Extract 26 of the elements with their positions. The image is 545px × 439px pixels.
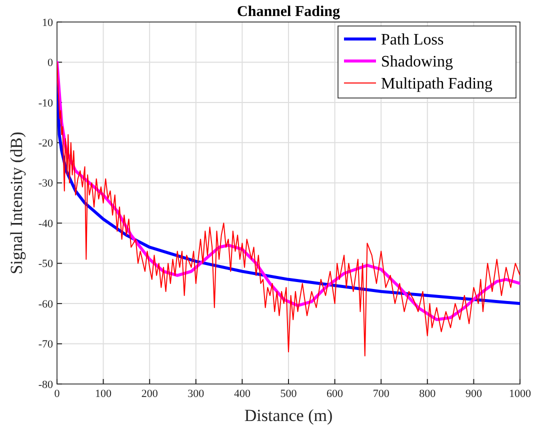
y-tick-label: 0 bbox=[48, 57, 54, 70]
x-tick-label: 300 bbox=[188, 388, 205, 400]
x-tick-label: 600 bbox=[326, 388, 344, 400]
y-tick-label: -20 bbox=[38, 138, 54, 150]
chart-title: Channel Fading bbox=[237, 4, 340, 20]
y-tick-label: -40 bbox=[38, 218, 54, 230]
y-axis-title: Signal Intensity (dB) bbox=[7, 132, 26, 274]
y-tick-label: -80 bbox=[38, 378, 54, 391]
x-axis-title: Distance (m) bbox=[244, 406, 333, 425]
y-tick-label: -30 bbox=[38, 178, 54, 190]
y-tick-label: 10 bbox=[42, 16, 54, 29]
x-tick-label: 800 bbox=[419, 388, 436, 400]
legend-label: Path Loss bbox=[381, 32, 444, 49]
y-tick-label: -10 bbox=[38, 97, 54, 110]
y-tick-label: -50 bbox=[38, 258, 54, 270]
x-tick-label: 700 bbox=[372, 388, 390, 400]
legend-label: Shadowing bbox=[381, 54, 453, 71]
y-tick-label: -70 bbox=[38, 338, 54, 351]
legend-label: Multipath Fading bbox=[381, 76, 493, 93]
x-tick-label: 1000 bbox=[509, 388, 532, 400]
x-tick-label: 400 bbox=[234, 388, 251, 400]
x-tick-label: 200 bbox=[141, 388, 158, 400]
x-tick-label: 100 bbox=[95, 388, 112, 400]
y-tick-label: -60 bbox=[38, 298, 54, 310]
x-tick-label: 500 bbox=[280, 388, 298, 400]
x-tick-label: 900 bbox=[465, 388, 482, 400]
